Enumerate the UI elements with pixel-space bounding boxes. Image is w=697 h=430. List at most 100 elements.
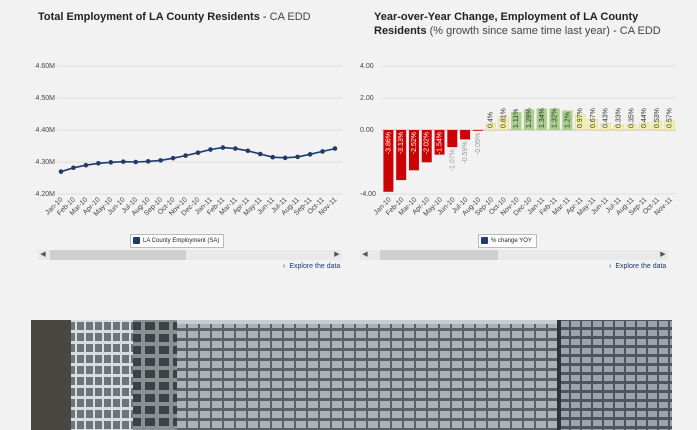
bar bbox=[460, 130, 471, 140]
bar bbox=[434, 130, 445, 155]
data-label: 0.81% bbox=[500, 108, 507, 128]
scroll-right-arrow[interactable]: ▶ bbox=[660, 251, 666, 258]
y-tick-label: -4.00 bbox=[360, 191, 376, 198]
data-label: 1.11% bbox=[513, 109, 520, 128]
data-label: 0.4% bbox=[488, 112, 495, 128]
bar bbox=[498, 116, 509, 131]
data-point bbox=[307, 152, 313, 157]
scroll-left-arrow[interactable]: ◀ bbox=[362, 251, 368, 258]
data-point bbox=[83, 162, 89, 168]
data-label: 0.57% bbox=[667, 108, 674, 128]
data-point bbox=[220, 145, 226, 150]
bar bbox=[472, 130, 483, 131]
y-tick-label: 4.60M bbox=[36, 63, 56, 70]
y-tick-label: 4.50M bbox=[36, 95, 56, 102]
y-tick-label: 4.20M bbox=[36, 191, 56, 198]
data-label: 0.43% bbox=[603, 108, 610, 128]
legend-label: LA County Employment (SA) bbox=[143, 238, 220, 244]
bar bbox=[638, 122, 650, 131]
data-label: -1.07% bbox=[449, 149, 456, 171]
bar bbox=[485, 123, 496, 131]
data-point bbox=[133, 159, 139, 165]
y-tick-label: 4.30M bbox=[36, 159, 56, 166]
buildings-illustration bbox=[31, 320, 672, 430]
yoy-bar-chart: -4.00 0.00 2.00 4.00 -3.86% -3.13% -2.52% -2.02… bbox=[360, 63, 676, 218]
y-tick-label: 0.00 bbox=[360, 127, 374, 134]
scroll-left-arrow[interactable]: ◀ bbox=[40, 251, 46, 258]
bar bbox=[511, 112, 522, 131]
legend-swatch bbox=[481, 236, 488, 244]
bar bbox=[664, 120, 675, 131]
y-tick-label: 4.00 bbox=[360, 63, 374, 70]
explore-label: Explore the data bbox=[615, 263, 667, 270]
data-label: -3.86% bbox=[385, 132, 392, 154]
data-label: 0.35% bbox=[628, 108, 635, 128]
data-point bbox=[183, 153, 188, 158]
data-point bbox=[170, 155, 176, 161]
data-label: 0.97% bbox=[577, 108, 584, 128]
legend-swatch bbox=[133, 236, 140, 244]
chevron-right-icon: › bbox=[283, 263, 286, 270]
scrollbar-thumb[interactable] bbox=[380, 250, 498, 260]
city-buildings-photo bbox=[31, 320, 672, 430]
explore-label: Explore the data bbox=[289, 263, 341, 270]
explore-data-link[interactable]: › Explore the data bbox=[283, 262, 340, 272]
bar bbox=[447, 130, 458, 148]
data-label: -3.13% bbox=[398, 132, 405, 154]
y-tick-label: 2.00 bbox=[360, 95, 374, 102]
chart-scrollbar[interactable]: ◀ ▶ bbox=[360, 250, 668, 260]
data-point bbox=[96, 160, 101, 166]
data-point bbox=[58, 169, 64, 174]
data-point bbox=[320, 149, 325, 154]
employment-chart-panel: Total Employment of LA County Residents … bbox=[22, 0, 342, 290]
data-point bbox=[71, 165, 76, 171]
bar bbox=[408, 130, 419, 171]
data-point bbox=[257, 151, 263, 157]
data-label: -2.02% bbox=[424, 132, 431, 154]
data-label: 0.53% bbox=[654, 108, 661, 128]
chart-scrollbar[interactable]: ◀ ▶ bbox=[38, 250, 342, 260]
data-point bbox=[233, 146, 238, 151]
data-label: 0.33% bbox=[615, 108, 622, 128]
employment-line-chart: 4.20M4.30M4.40M4.50M4.60MJan-10Feb-10Mar… bbox=[36, 63, 342, 218]
data-point bbox=[120, 159, 126, 164]
data-label: 1.32% bbox=[552, 108, 559, 128]
scrollbar-thumb[interactable] bbox=[50, 250, 186, 260]
legend-label: % change YOY bbox=[491, 238, 532, 244]
data-label: -1.54% bbox=[437, 132, 444, 154]
explore-data-link[interactable]: › Explore the data bbox=[609, 262, 666, 272]
data-point bbox=[295, 154, 300, 160]
chart-legend[interactable]: % change YOY bbox=[478, 234, 537, 248]
bar bbox=[626, 124, 637, 131]
chart-title: Year-over-Year Change, Employment of LA … bbox=[374, 11, 661, 37]
data-label: 0.67% bbox=[590, 108, 597, 128]
bar bbox=[600, 122, 611, 131]
bar bbox=[562, 110, 573, 131]
data-point bbox=[270, 154, 276, 160]
data-label: -0.59% bbox=[462, 141, 469, 163]
scroll-right-arrow[interactable]: ▶ bbox=[334, 251, 340, 258]
data-point bbox=[108, 160, 114, 165]
bar bbox=[421, 130, 432, 163]
bar bbox=[587, 119, 599, 131]
yoy-chart-panel: Year-over-Year Change, Employment of LA … bbox=[358, 0, 678, 290]
data-label: -2.52% bbox=[411, 132, 418, 154]
data-label: 1.28% bbox=[526, 108, 533, 128]
data-point bbox=[145, 159, 151, 164]
bar bbox=[536, 108, 547, 131]
bar bbox=[383, 130, 394, 192]
bar bbox=[651, 121, 662, 131]
data-point bbox=[158, 158, 163, 163]
data-label: 0.44% bbox=[641, 108, 648, 128]
data-point bbox=[208, 147, 213, 152]
bar bbox=[574, 114, 586, 131]
data-point bbox=[195, 150, 201, 156]
data-label: 1.34% bbox=[539, 108, 546, 128]
chart-title: Total Employment of LA County Residents … bbox=[38, 11, 311, 23]
y-tick-label: 4.40M bbox=[36, 127, 56, 134]
bar bbox=[613, 124, 624, 131]
bar bbox=[396, 130, 407, 181]
chevron-right-icon: › bbox=[609, 263, 612, 270]
chart-legend[interactable]: LA County Employment (SA) bbox=[130, 234, 225, 248]
bar bbox=[523, 109, 535, 131]
